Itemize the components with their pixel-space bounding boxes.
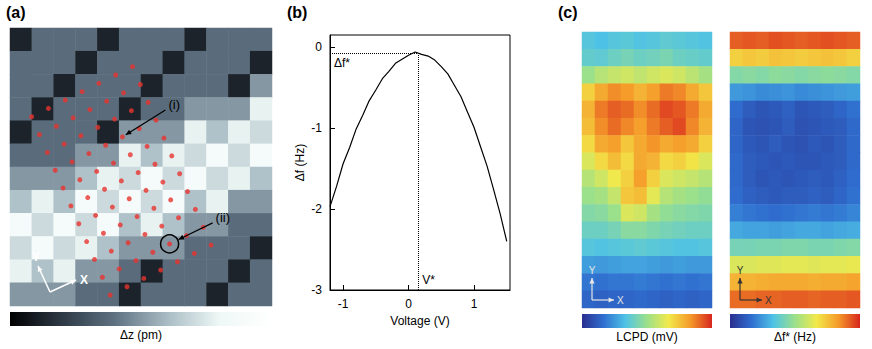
svg-text:0: 0 [405,297,412,311]
svg-text:Δf (Hz): Δf (Hz) [293,144,307,181]
svg-text:X: X [765,295,772,306]
svg-text:-2: -2 [311,202,322,216]
svg-text:X: X [80,273,88,287]
svg-text:Δf* (Hz): Δf* (Hz) [774,330,816,344]
svg-text:LCPD (mV): LCPD (mV) [616,330,677,344]
svg-text:Y: Y [32,250,40,264]
svg-text:Y: Y [737,265,744,276]
svg-text:(ii): (ii) [216,210,230,225]
svg-text:1: 1 [471,297,478,311]
svg-text:X: X [617,295,624,306]
svg-text:Voltage (V): Voltage (V) [390,314,449,328]
svg-text:Y: Y [589,265,596,276]
svg-text:0: 0 [315,40,322,54]
svg-text:Δz (pm): Δz (pm) [120,328,162,342]
svg-text:(b): (b) [287,4,307,21]
svg-text:(c): (c) [558,4,578,21]
svg-text:(i): (i) [168,97,180,112]
svg-text:V*: V* [422,273,435,287]
svg-text:-3: -3 [311,283,322,297]
svg-text:(a): (a) [6,4,26,21]
svg-text:Δf*: Δf* [334,56,350,70]
svg-text:-1: -1 [311,121,322,135]
svg-text:-1: -1 [338,297,349,311]
